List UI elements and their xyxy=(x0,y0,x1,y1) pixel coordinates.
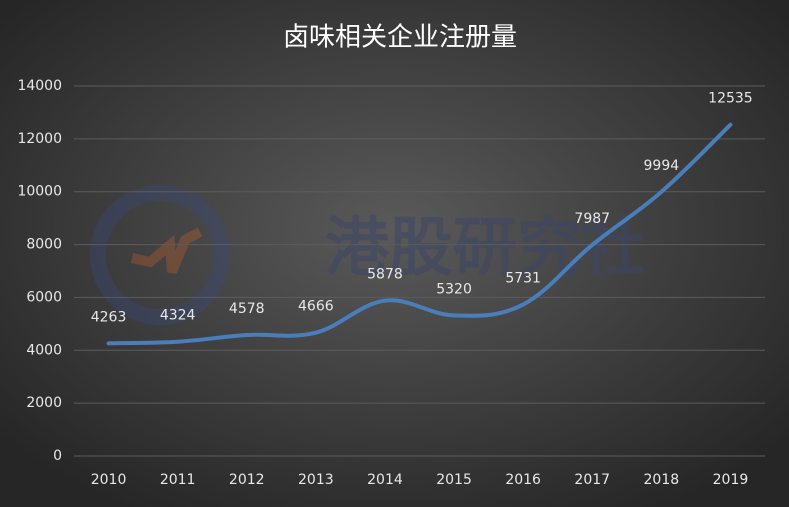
data-label: 4263 xyxy=(91,309,127,325)
y-tick-label: 14000 xyxy=(17,78,62,94)
y-tick-label: 2000 xyxy=(26,395,62,411)
x-tick-label: 2018 xyxy=(644,472,680,488)
data-label: 12535 xyxy=(708,91,753,107)
y-tick-label: 0 xyxy=(53,448,62,464)
line xyxy=(106,122,733,346)
x-tick-label: 2016 xyxy=(505,472,541,488)
x-tick-label: 2017 xyxy=(574,472,610,488)
data-label: 7987 xyxy=(574,211,610,227)
x-tick-label: 2010 xyxy=(91,472,127,488)
y-tick-label: 6000 xyxy=(26,289,62,305)
watermark-logo xyxy=(90,185,230,325)
data-label: 9994 xyxy=(644,158,680,174)
y-tick-label: 12000 xyxy=(17,131,62,147)
data-label: 4578 xyxy=(229,301,265,317)
chart-title: 卤味相关企业注册量 xyxy=(283,23,517,53)
data-label: 5731 xyxy=(505,271,541,287)
data-label: 5878 xyxy=(367,267,403,283)
x-tick-label: 2015 xyxy=(436,472,472,488)
data-label: 4666 xyxy=(298,299,334,315)
x-tick-label: 2013 xyxy=(298,472,334,488)
x-tick-label: 2014 xyxy=(367,472,403,488)
data-label: 4324 xyxy=(160,308,196,324)
x-tick-label: 2019 xyxy=(713,472,749,488)
data-label: 5320 xyxy=(436,281,472,297)
x-tick-label: 2011 xyxy=(160,472,196,488)
y-tick-label: 10000 xyxy=(17,184,62,200)
x-tick-label: 2012 xyxy=(229,472,265,488)
watermark: 港股研究社 xyxy=(325,212,645,286)
y-tick-label: 4000 xyxy=(26,342,62,358)
y-tick-label: 8000 xyxy=(26,237,62,253)
